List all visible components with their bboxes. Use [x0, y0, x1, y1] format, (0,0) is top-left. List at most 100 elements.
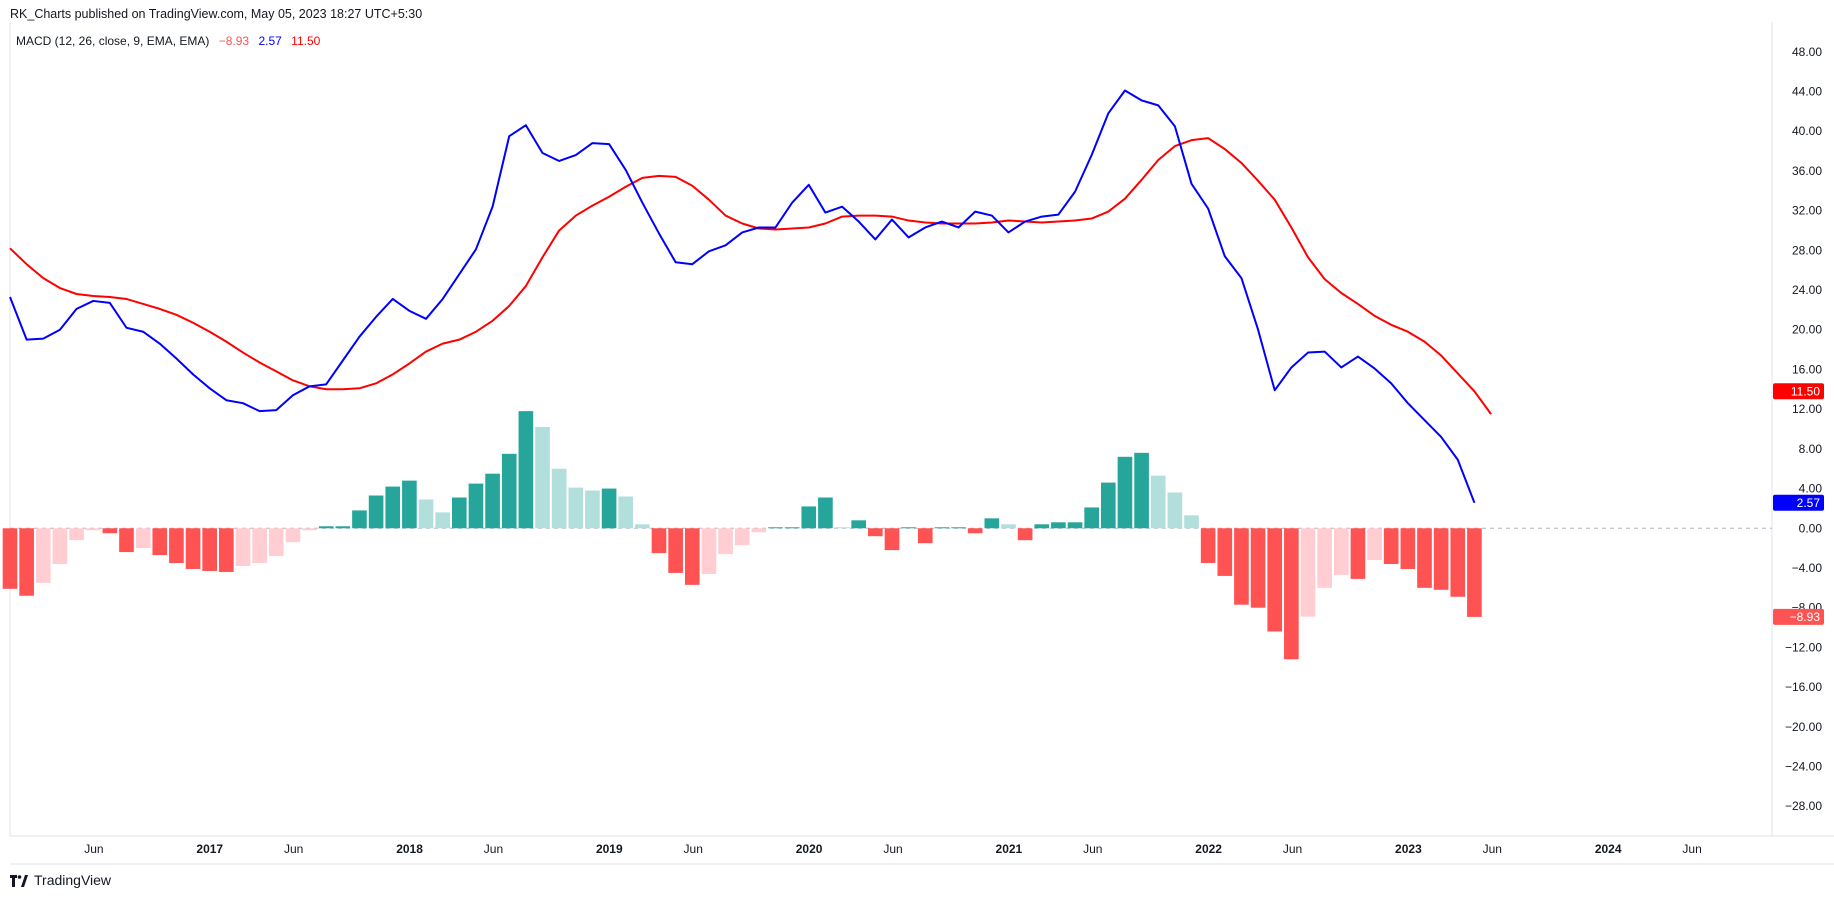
y-tick-label: 4.00 [1799, 482, 1823, 496]
histogram-bar [202, 528, 218, 571]
histogram-bar [1450, 528, 1466, 597]
price-axis[interactable]: 48.00 44.00 40.00 36.00 32.00 28.00 24.00 20.00… [1785, 45, 1822, 813]
histogram-bar [451, 497, 467, 529]
histogram-bar [1467, 528, 1482, 617]
y-tick-label: −12.00 [1785, 640, 1822, 654]
histogram-bar [635, 524, 650, 529]
histogram-bar [385, 486, 401, 529]
y-tick-label: 8.00 [1799, 442, 1823, 456]
y-tick-label: −28.00 [1785, 799, 1822, 813]
y-tick-label: 16.00 [1792, 362, 1822, 376]
histogram-bar [668, 528, 683, 573]
histogram-bar [718, 528, 733, 555]
histogram-bar [1417, 528, 1432, 588]
histogram-bar [601, 488, 617, 529]
histogram-bar [1217, 528, 1233, 576]
x-tick-label: Jun [484, 842, 503, 856]
macd-lines [9, 89, 1492, 504]
histogram-bar [585, 490, 600, 529]
x-tick-label: 2018 [396, 842, 423, 856]
legend-histogram-value: −8.93 [218, 34, 250, 48]
histogram-bar [1317, 528, 1332, 588]
last-value-tags: 11.50 2.57 −8.93 [1773, 383, 1824, 625]
macd-last-value: 2.57 [1797, 496, 1821, 510]
histogram-bar [52, 528, 68, 565]
histogram-bar [235, 528, 251, 566]
histogram-bar [518, 411, 534, 529]
histogram-bar [834, 527, 850, 529]
x-tick-label: Jun [1483, 842, 1502, 856]
histogram-bar [934, 527, 950, 529]
histogram-bar [1284, 528, 1299, 660]
histogram-last-value-bg [1773, 608, 1824, 625]
y-tick-label: 28.00 [1792, 243, 1822, 257]
y-tick-label: 36.00 [1792, 164, 1822, 178]
y-tick-label: 40.00 [1792, 124, 1822, 138]
histogram-bar [119, 528, 134, 553]
histogram-bar [801, 506, 817, 529]
x-tick-label: 2019 [596, 842, 623, 856]
x-tick-label: 2022 [1195, 842, 1222, 856]
x-tick-label: Jun [1682, 842, 1701, 856]
histogram-bar [1383, 528, 1399, 565]
histogram-bar [1150, 475, 1166, 529]
histogram-bar [69, 528, 84, 541]
legend-macd-value: 2.57 [258, 34, 282, 48]
histogram-bars [2, 411, 1482, 660]
histogram-bar [85, 528, 101, 531]
x-tick-label: Jun [1083, 842, 1102, 856]
x-tick-label: Jun [1283, 842, 1302, 856]
histogram-bar [368, 495, 384, 529]
x-tick-label: 2021 [996, 842, 1023, 856]
histogram-bar [135, 528, 151, 549]
y-tick-label: −20.00 [1785, 720, 1822, 734]
histogram-bar [651, 528, 667, 554]
y-tick-label: 44.00 [1792, 84, 1822, 98]
histogram-bar [219, 528, 234, 572]
histogram-bar [851, 520, 867, 529]
tradingview-logo-icon [10, 874, 28, 887]
y-tick-label: 12.00 [1792, 402, 1822, 416]
tradingview-footer[interactable]: TradingView [10, 872, 111, 888]
histogram-bar [1267, 528, 1283, 632]
signal-last-value-bg [1773, 383, 1824, 400]
histogram-bar [1234, 528, 1249, 605]
histogram-bar [102, 528, 118, 534]
y-tick-label: −24.00 [1785, 760, 1822, 774]
x-tick-label: Jun [284, 842, 303, 856]
histogram-bar [485, 473, 500, 529]
histogram-bar [285, 528, 301, 543]
y-tick-label: 32.00 [1792, 204, 1822, 218]
histogram-bar [1134, 452, 1149, 529]
histogram-bar [268, 528, 284, 557]
histogram-bar [169, 528, 184, 564]
time-axis[interactable]: Jun 2017 Jun 2018 Jun 2019 Jun 2020 Jun 2021 Jun 20… [84, 842, 1702, 856]
histogram-bar [468, 483, 484, 529]
histogram-last-value: −8.93 [1790, 610, 1821, 624]
histogram-bar [734, 528, 750, 546]
histogram-bar [2, 528, 18, 589]
histogram-bar [568, 487, 584, 529]
histogram-bar [352, 510, 367, 529]
histogram-bar [1350, 528, 1366, 579]
legend-signal-value: 11.50 [291, 34, 321, 48]
indicator-legend[interactable]: MACD (12, 26, close, 9, EMA, EMA) −8.93 … [16, 34, 326, 48]
x-tick-label: Jun [684, 842, 703, 856]
indicator-name: MACD (12, 26, close, 9, EMA, EMA) [16, 34, 210, 48]
x-tick-label: Jun [84, 842, 103, 856]
histogram-bar [1051, 522, 1066, 529]
y-tick-label: −16.00 [1785, 680, 1822, 694]
histogram-bar [1067, 522, 1083, 529]
histogram-bar [501, 453, 517, 529]
signal-last-value: 11.50 [1791, 384, 1820, 398]
histogram-bar [1184, 515, 1199, 529]
chart-frame [9, 22, 1834, 865]
x-tick-label: 2017 [196, 842, 223, 856]
histogram-bar [302, 528, 317, 531]
histogram-bar [318, 526, 334, 529]
histogram-bar [1200, 528, 1216, 564]
histogram-bar [1367, 528, 1382, 561]
x-tick-label: Jun [883, 842, 902, 856]
histogram-bar [535, 427, 550, 529]
